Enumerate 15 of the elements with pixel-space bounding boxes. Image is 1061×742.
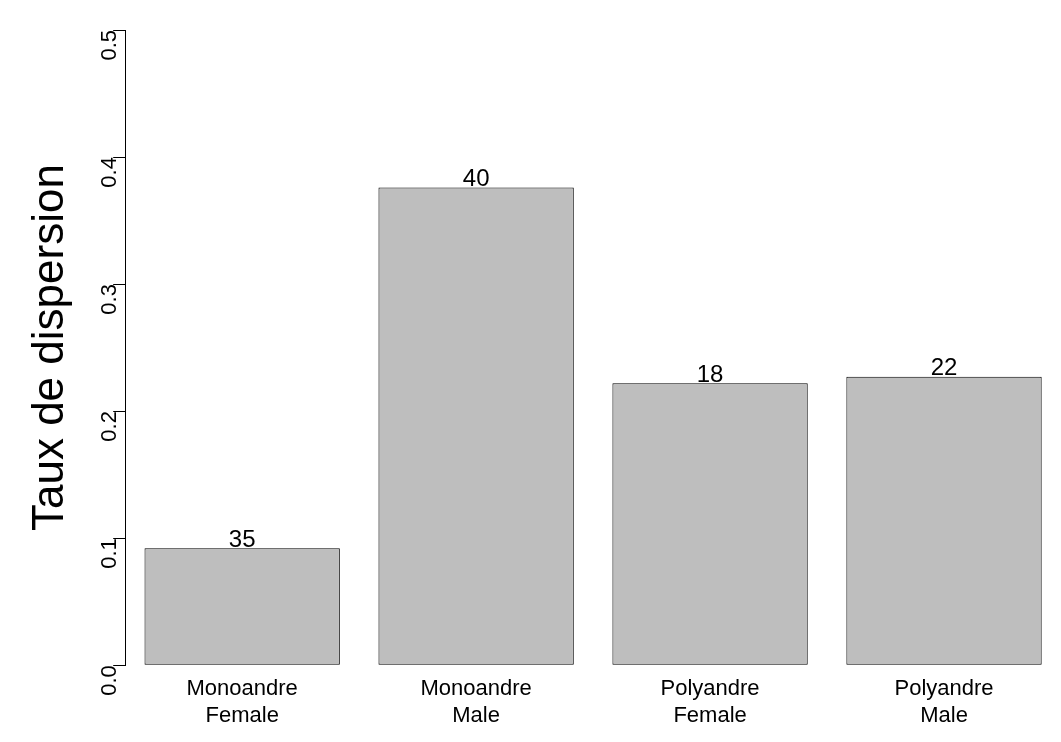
y-tick-label: 0.1 (96, 538, 122, 569)
y-tick-label: 0.2 (96, 411, 122, 442)
annotation: 18 (696, 359, 724, 387)
y-tick-label: 0.0 (96, 665, 122, 696)
x-tick-label: Monoandre Male (420, 675, 532, 727)
y-tick-label: 0.5 (96, 30, 122, 61)
x-tick-label: Monoandre Female (186, 675, 298, 727)
annotation: 35 (228, 524, 256, 552)
y-tick-label: 0.3 (96, 284, 122, 315)
annotation: 40 (462, 164, 490, 192)
y-axis-title: Taux de dispersion (22, 164, 72, 532)
y-tick-label: 0.4 (96, 157, 122, 188)
annotation: 22 (930, 353, 958, 381)
x-tick-label: Polyandre Female (660, 675, 760, 727)
x-tick-label: Polyandre Male (894, 675, 994, 727)
